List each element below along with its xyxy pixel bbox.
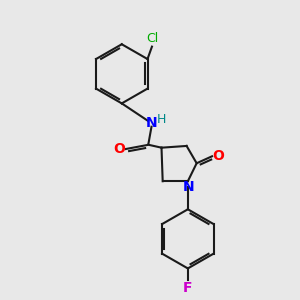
Text: Cl: Cl bbox=[146, 32, 158, 45]
Text: O: O bbox=[113, 142, 125, 156]
Text: N: N bbox=[183, 179, 194, 194]
Text: N: N bbox=[146, 116, 157, 130]
Text: F: F bbox=[183, 281, 193, 295]
Text: H: H bbox=[156, 113, 166, 126]
Text: O: O bbox=[212, 149, 224, 163]
